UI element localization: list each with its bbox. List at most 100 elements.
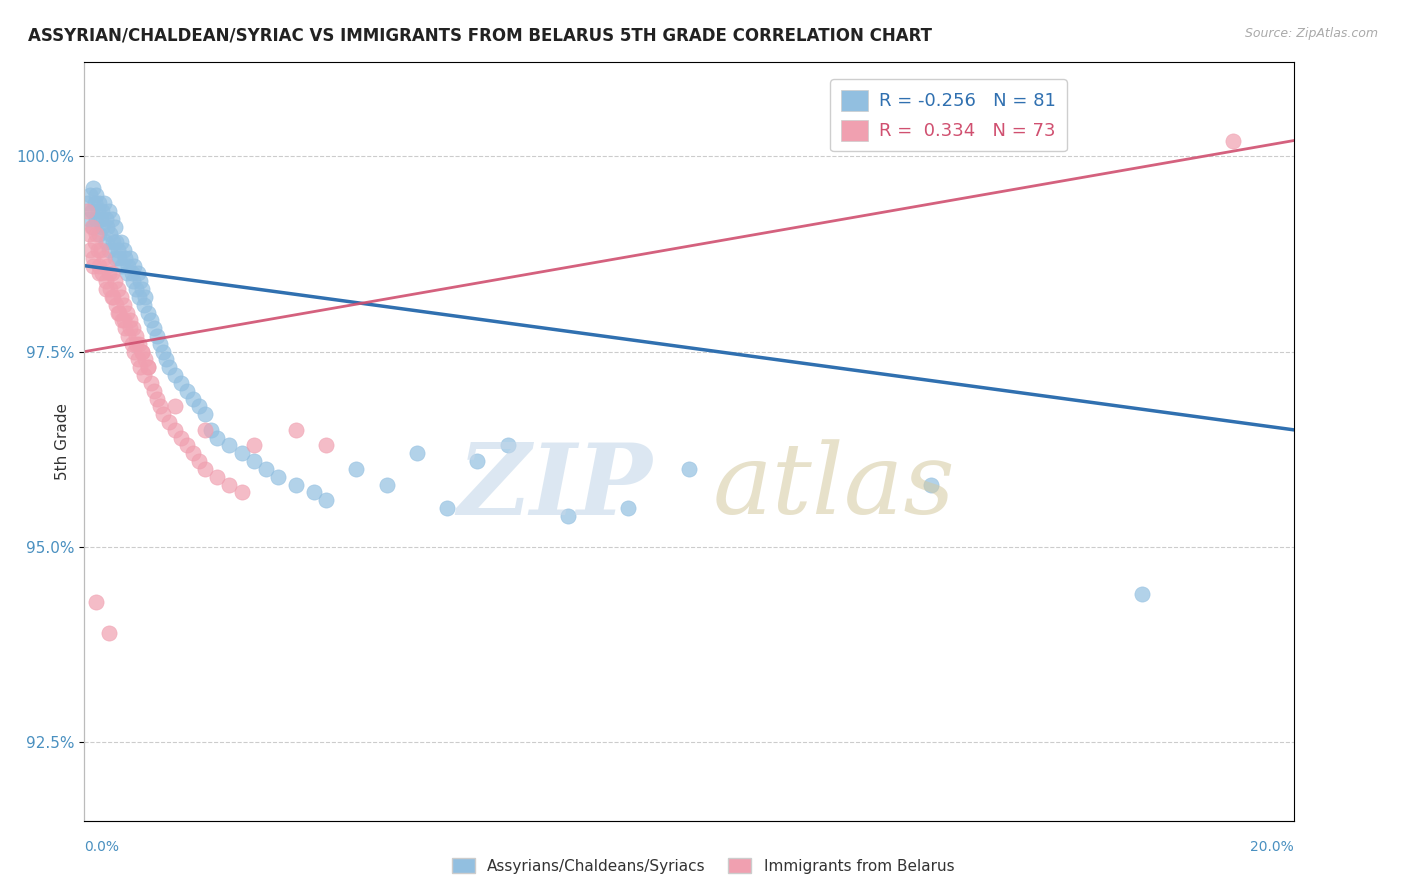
Point xyxy=(114,251,136,265)
Point xyxy=(86,595,108,609)
Point xyxy=(84,196,107,211)
Point xyxy=(79,243,101,257)
Point xyxy=(132,298,155,312)
Text: Source: ZipAtlas.com: Source: ZipAtlas.com xyxy=(1244,27,1378,40)
Point xyxy=(142,321,165,335)
Point xyxy=(188,400,211,414)
Point xyxy=(496,438,519,452)
Point xyxy=(146,392,169,406)
Point xyxy=(91,267,114,281)
Point xyxy=(110,235,132,250)
Point xyxy=(118,313,141,327)
Point xyxy=(98,227,121,242)
Point xyxy=(207,469,229,483)
Point xyxy=(315,493,337,508)
Point xyxy=(136,360,159,375)
Point xyxy=(86,211,108,226)
Point xyxy=(231,446,253,460)
Point xyxy=(118,251,141,265)
Text: atlas: atlas xyxy=(713,440,956,534)
Point xyxy=(80,219,103,234)
Point xyxy=(142,384,165,398)
Point xyxy=(98,282,121,296)
Point xyxy=(82,259,104,273)
Point xyxy=(218,438,240,452)
Point xyxy=(129,360,152,375)
Point xyxy=(557,508,579,523)
Point xyxy=(94,211,117,226)
Point xyxy=(242,454,264,468)
Point xyxy=(111,313,134,327)
Point xyxy=(920,477,942,491)
Point xyxy=(104,274,127,288)
Point xyxy=(406,446,429,460)
Point xyxy=(157,415,180,429)
Point xyxy=(127,267,149,281)
Point xyxy=(97,203,120,218)
Point xyxy=(129,274,152,288)
Point xyxy=(94,282,117,296)
Point xyxy=(678,462,700,476)
Point xyxy=(128,336,150,351)
Point xyxy=(146,329,169,343)
Point xyxy=(125,329,148,343)
Point xyxy=(117,329,139,343)
Point xyxy=(115,267,138,281)
Point xyxy=(165,368,187,383)
Point xyxy=(285,423,308,437)
Point xyxy=(103,290,125,304)
Point xyxy=(107,243,129,257)
Point xyxy=(121,336,143,351)
Point xyxy=(139,376,162,390)
Point xyxy=(134,290,156,304)
Point xyxy=(136,305,159,319)
Legend: Assyrians/Chaldeans/Syriacs, Immigrants from Belarus: Assyrians/Chaldeans/Syriacs, Immigrants … xyxy=(446,852,960,880)
Point xyxy=(76,196,98,211)
Point xyxy=(108,305,131,319)
Point xyxy=(155,352,177,367)
Text: ZIP: ZIP xyxy=(458,439,652,535)
Point xyxy=(117,259,139,273)
Point xyxy=(91,219,114,234)
Point xyxy=(194,407,217,421)
Point xyxy=(121,321,143,335)
Y-axis label: 5th Grade: 5th Grade xyxy=(55,403,70,480)
Text: 20.0%: 20.0% xyxy=(1250,840,1294,855)
Text: 0.0%: 0.0% xyxy=(84,840,120,855)
Point xyxy=(100,290,122,304)
Point xyxy=(104,298,127,312)
Point xyxy=(200,423,222,437)
Point xyxy=(346,462,368,476)
Point xyxy=(112,298,135,312)
Point xyxy=(170,431,193,445)
Point xyxy=(149,336,172,351)
Point xyxy=(97,626,120,640)
Point xyxy=(170,376,193,390)
Point xyxy=(1222,134,1244,148)
Point xyxy=(108,251,131,265)
Point xyxy=(76,203,98,218)
Point xyxy=(86,227,108,242)
Point xyxy=(90,211,112,226)
Point xyxy=(315,438,337,452)
Point xyxy=(100,267,122,281)
Point xyxy=(89,267,111,281)
Point xyxy=(121,274,143,288)
Point xyxy=(131,344,153,359)
Point xyxy=(100,211,122,226)
Point xyxy=(112,243,135,257)
Point xyxy=(121,267,143,281)
Point xyxy=(134,352,156,367)
Point xyxy=(86,243,108,257)
Point xyxy=(82,219,104,234)
Point xyxy=(91,203,114,218)
Point xyxy=(375,477,398,491)
Point xyxy=(86,188,108,202)
Point xyxy=(181,392,204,406)
Point xyxy=(254,462,277,476)
Point xyxy=(125,282,148,296)
Point xyxy=(82,180,104,194)
Point xyxy=(242,438,264,452)
Point xyxy=(207,431,229,445)
Point xyxy=(112,313,135,327)
